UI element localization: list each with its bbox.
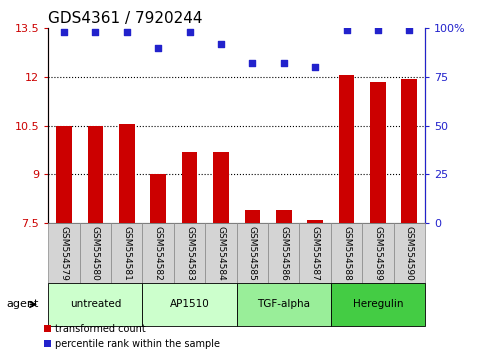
Text: AP1510: AP1510 (170, 299, 210, 309)
Text: GSM554590: GSM554590 (405, 226, 414, 281)
Text: GSM554583: GSM554583 (185, 226, 194, 281)
Bar (182, 152, 198, 223)
Bar (174, 223, 205, 283)
Text: GSM554584: GSM554584 (216, 226, 226, 281)
Bar (331, 283, 425, 326)
Bar (362, 223, 394, 283)
Bar (213, 152, 229, 223)
Point (406, 28, 413, 33)
Bar (87, 126, 103, 223)
Text: GSM554585: GSM554585 (248, 226, 257, 281)
Text: GSM554587: GSM554587 (311, 226, 320, 281)
Bar (80, 223, 111, 283)
Bar (237, 283, 331, 326)
Bar (142, 283, 237, 326)
Text: untreated: untreated (70, 299, 121, 309)
Bar (150, 175, 166, 223)
Text: GSM554580: GSM554580 (91, 226, 100, 281)
Point (92, 29, 99, 35)
Bar (331, 223, 362, 283)
Point (312, 64, 319, 70)
Text: GSM554588: GSM554588 (342, 226, 351, 281)
Bar (205, 223, 237, 283)
Bar (111, 223, 142, 283)
Text: TGF-alpha: TGF-alpha (257, 299, 310, 309)
Text: GSM554586: GSM554586 (279, 226, 288, 281)
Bar (48, 283, 142, 326)
Bar (119, 124, 135, 223)
Point (155, 45, 162, 51)
Text: GSM554589: GSM554589 (373, 226, 383, 281)
Text: GDS4361 / 7920244: GDS4361 / 7920244 (48, 11, 203, 26)
Point (343, 28, 351, 33)
Bar (237, 223, 268, 283)
Bar (401, 79, 417, 223)
Bar (276, 210, 292, 223)
Legend: transformed count, percentile rank within the sample: transformed count, percentile rank withi… (43, 324, 220, 349)
Bar (307, 220, 323, 223)
Point (123, 29, 130, 35)
Bar (244, 210, 260, 223)
Text: Heregulin: Heregulin (353, 299, 403, 309)
Bar (299, 223, 331, 283)
Bar (370, 82, 386, 223)
Bar (48, 223, 80, 283)
Point (374, 28, 382, 33)
Text: GSM554579: GSM554579 (59, 226, 69, 281)
Point (217, 41, 225, 47)
Point (186, 29, 194, 35)
Text: agent: agent (6, 299, 39, 309)
Text: GSM554582: GSM554582 (154, 226, 163, 281)
Bar (56, 126, 72, 223)
Bar (142, 223, 174, 283)
Text: GSM554581: GSM554581 (122, 226, 131, 281)
Bar (268, 223, 299, 283)
Point (280, 61, 288, 66)
Point (60, 29, 68, 35)
Point (249, 61, 256, 66)
Bar (394, 223, 425, 283)
Bar (339, 75, 355, 223)
